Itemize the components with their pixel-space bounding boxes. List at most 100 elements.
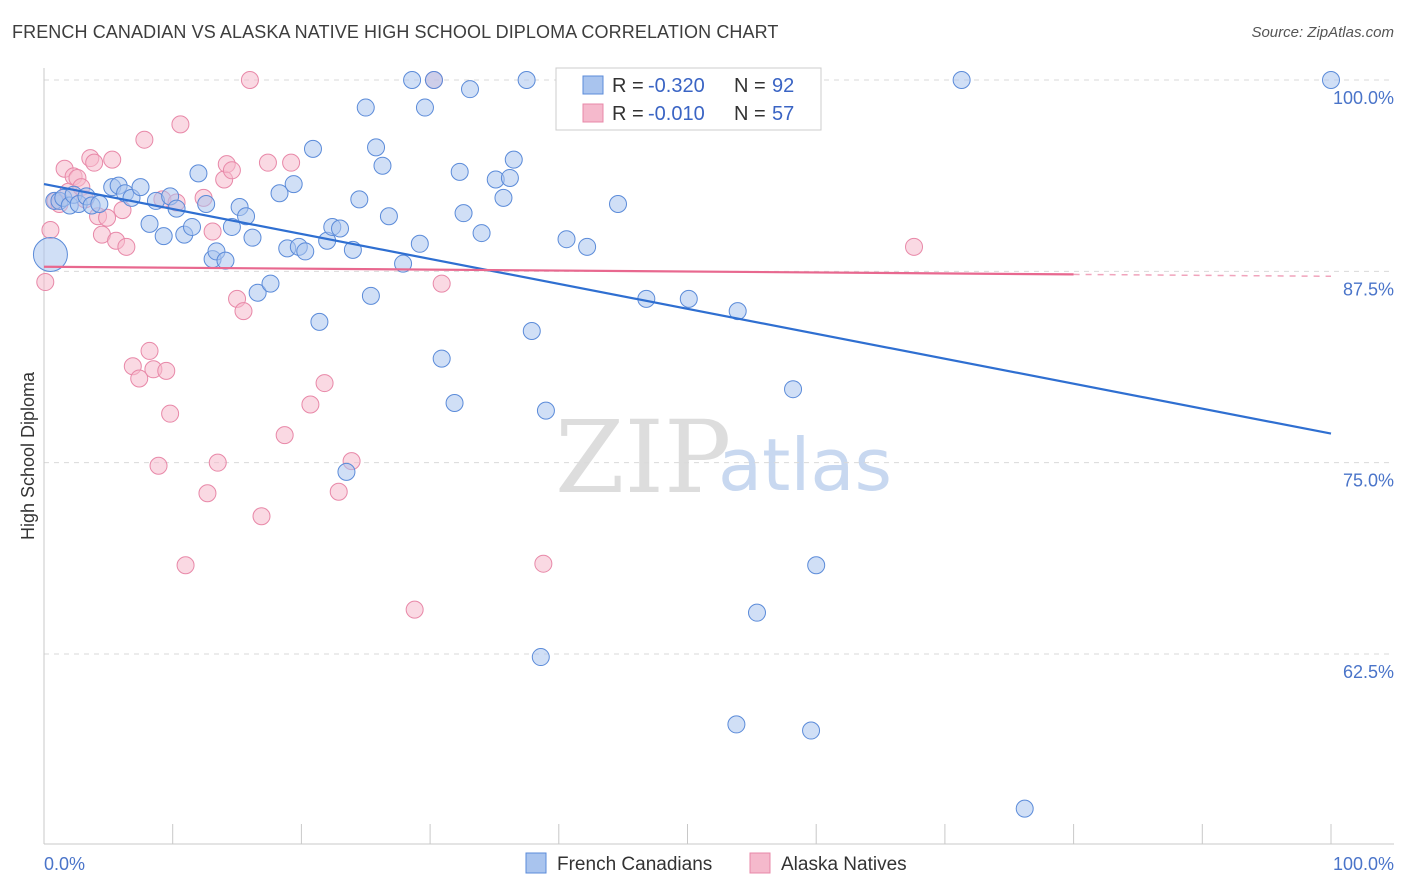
french-canadians-point-43	[337, 462, 356, 481]
french-canadians-point-39	[310, 312, 329, 331]
french-canadians-point-80	[802, 721, 821, 740]
watermark: ZIP atlas	[555, 399, 892, 516]
french-canadians-point-76	[727, 715, 746, 734]
series-legend-swatch-alaska-natives	[749, 852, 771, 874]
alaska-natives-point-49	[405, 600, 424, 619]
french-canadians-point-71	[578, 237, 597, 256]
alaska-natives-point-32	[198, 484, 217, 503]
trend-lines	[43, 183, 1332, 435]
alaska-natives-point-15	[103, 150, 122, 169]
french-canadians-point-22	[189, 164, 208, 183]
alaska-natives-trend-line	[43, 265, 1074, 276]
series-legend-label-french-canadians: French Canadians	[557, 854, 712, 875]
french-canadians-point-26	[216, 251, 235, 270]
french-canadians-point-54	[415, 98, 434, 117]
x-tick-label-right: 100.0%	[1333, 854, 1394, 874]
alaska-natives-point-43	[275, 426, 294, 445]
alaska-natives-point-1	[41, 221, 60, 240]
watermark-zip: ZIP	[555, 399, 731, 516]
french-canadians-point-58	[450, 162, 469, 181]
y-axis-tick-labels: 100.0% 87.5% 75.0% 62.5%	[1333, 88, 1394, 682]
legend-swatch-blue	[582, 75, 604, 95]
french-canadians-point-31	[248, 283, 267, 302]
stats-legend: R = -0.320 N = 92 R = -0.010 N = 57	[555, 67, 822, 131]
y-axis-label: High School Diploma	[18, 371, 38, 540]
alaska-natives-point-14	[98, 208, 117, 227]
alaska-natives-point-0	[36, 273, 55, 292]
french-canadians-point-65	[504, 150, 523, 169]
french-canadians-point-63	[494, 188, 513, 207]
french-canadians-point-46	[356, 98, 375, 117]
french-canadians-point-56	[432, 349, 451, 368]
french-canadians-points	[32, 71, 1340, 818]
french-canadians-point-17	[154, 227, 173, 246]
x-tick-label-left: 0.0%	[44, 854, 85, 874]
french-canadians-point-69	[536, 401, 555, 420]
french-canadians-point-67	[522, 322, 541, 341]
y-tick-label-1: 87.5%	[1343, 279, 1394, 299]
french-canadians-point-68	[531, 648, 550, 667]
legend-r-value-pink: -0.010	[648, 103, 705, 125]
alaska-natives-point-51	[432, 274, 451, 293]
alaska-natives-point-46	[315, 374, 334, 393]
legend-n-value-pink: 57	[772, 103, 794, 125]
legend-swatch-pink	[582, 103, 604, 123]
alaska-natives-point-20	[130, 369, 149, 388]
french-canadians-point-61	[472, 224, 491, 243]
french-canadians-point-23	[197, 194, 216, 213]
french-canadians-point-78	[747, 603, 766, 622]
alaska-natives-point-44	[282, 153, 301, 172]
alaska-natives-point-42	[258, 153, 277, 172]
y-tick-label-2: 75.0%	[1343, 471, 1394, 491]
french-canadians-point-84	[1322, 71, 1340, 89]
french-canadians-point-75	[679, 289, 698, 308]
series-legend-label-alaska-natives: Alaska Natives	[781, 854, 907, 875]
french-canadians-point-49	[373, 156, 392, 175]
french-canadians-point-55	[424, 71, 443, 89]
alaska-natives-point-21	[135, 130, 154, 149]
french-canadians-point-59	[454, 204, 473, 223]
french-canadians-point-72	[609, 194, 628, 213]
french-canadians-point-66	[517, 71, 536, 89]
french-canadians-point-29	[237, 207, 256, 226]
french-canadians-point-53	[410, 234, 429, 253]
french-canadians-point-35	[284, 175, 303, 194]
french-canadians-point-42	[331, 219, 350, 238]
legend-r-label-blue: R =	[612, 75, 644, 97]
alaska-natives-point-52	[534, 554, 553, 573]
alaska-natives-point-41	[252, 507, 271, 526]
source-credit: Source: ZipAtlas.com	[1251, 24, 1394, 41]
french-canadians-point-21	[183, 217, 202, 236]
watermark-atlas: atlas	[718, 423, 892, 507]
french-canadians-point-14	[131, 178, 150, 197]
french-canadians-point-47	[361, 286, 380, 305]
series-legend: French Canadians Alaska Natives	[525, 852, 907, 875]
legend-n-value-blue: 92	[772, 75, 794, 97]
y-tick-label-0: 100.0%	[1333, 88, 1394, 108]
french-canadians-point-15	[140, 214, 159, 233]
gridlines	[44, 79, 1394, 655]
legend-n-label-pink: N =	[734, 103, 766, 125]
alaska-natives-point-45	[301, 395, 320, 414]
y-tick-label-3: 62.5%	[1343, 662, 1394, 682]
alaska-natives-point-18	[117, 237, 136, 256]
french-canadians-point-82	[952, 71, 971, 89]
alaska-natives-points	[36, 71, 924, 619]
alaska-natives-point-47	[329, 482, 348, 501]
french-canadians-point-45	[350, 190, 369, 209]
x-axis-ticks	[43, 824, 1332, 844]
alaska-natives-point-56	[905, 237, 924, 256]
alaska-natives-point-40	[240, 71, 259, 89]
french-canadians-trend-line	[43, 183, 1332, 435]
legend-r-label-pink: R =	[612, 103, 644, 125]
french-canadians-point-52	[403, 71, 422, 89]
french-canadians-point-83	[1015, 799, 1034, 818]
alaska-natives-trend-extension	[1073, 273, 1332, 278]
alaska-natives-point-24	[149, 456, 168, 475]
french-canadians-point-27	[222, 217, 241, 236]
french-canadians-point-70	[557, 230, 576, 249]
french-canadians-point-81	[807, 556, 826, 575]
french-canadians-point-32	[261, 274, 280, 293]
french-canadians-point-37	[296, 242, 315, 261]
